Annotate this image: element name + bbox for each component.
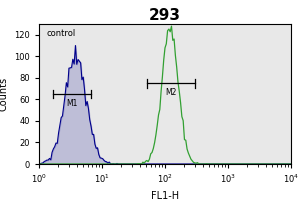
Text: control: control <box>46 29 75 38</box>
Title: 293: 293 <box>149 8 181 23</box>
Text: M1: M1 <box>66 99 77 108</box>
X-axis label: FL1-H: FL1-H <box>151 191 179 200</box>
Y-axis label: Counts: Counts <box>0 77 9 111</box>
Text: M2: M2 <box>166 88 177 97</box>
